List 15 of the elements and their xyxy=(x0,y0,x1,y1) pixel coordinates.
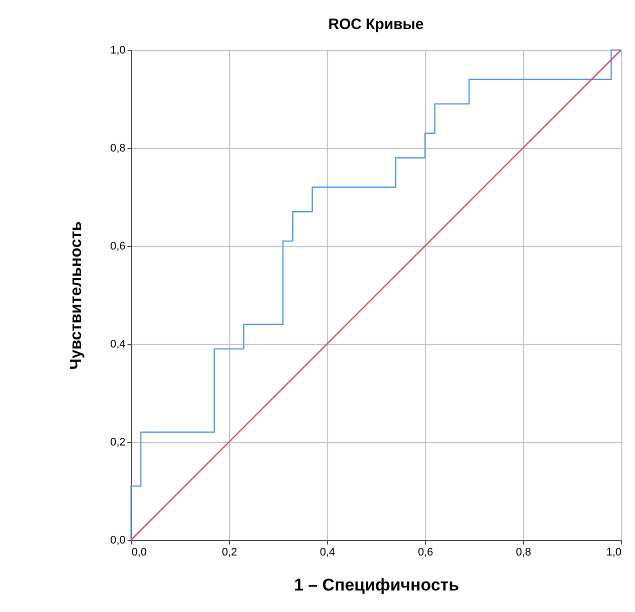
x-tick-label: 0,6 xyxy=(418,546,434,558)
x-tick-label: 0,0 xyxy=(132,546,147,558)
y-tick-label: 0,2 xyxy=(110,436,126,448)
y-tick-label: 0,4 xyxy=(110,338,126,350)
y-tick-label: 1,0 xyxy=(110,44,126,56)
y-tick-label: 0,6 xyxy=(110,240,126,252)
x-axis-title: 1 – Специфичность xyxy=(294,576,460,594)
x-tick-label: 1,0 xyxy=(606,546,622,558)
x-tick-label: 0,8 xyxy=(516,546,532,558)
y-tick-label: 0,0 xyxy=(110,534,126,546)
y-axis-title: Чувствительность xyxy=(68,221,86,370)
chart-title: ROC Кривые xyxy=(328,16,424,33)
x-tick-label: 0,4 xyxy=(320,546,336,558)
x-tick-label: 0,2 xyxy=(222,546,238,558)
y-tick-label: 0,8 xyxy=(110,142,126,154)
